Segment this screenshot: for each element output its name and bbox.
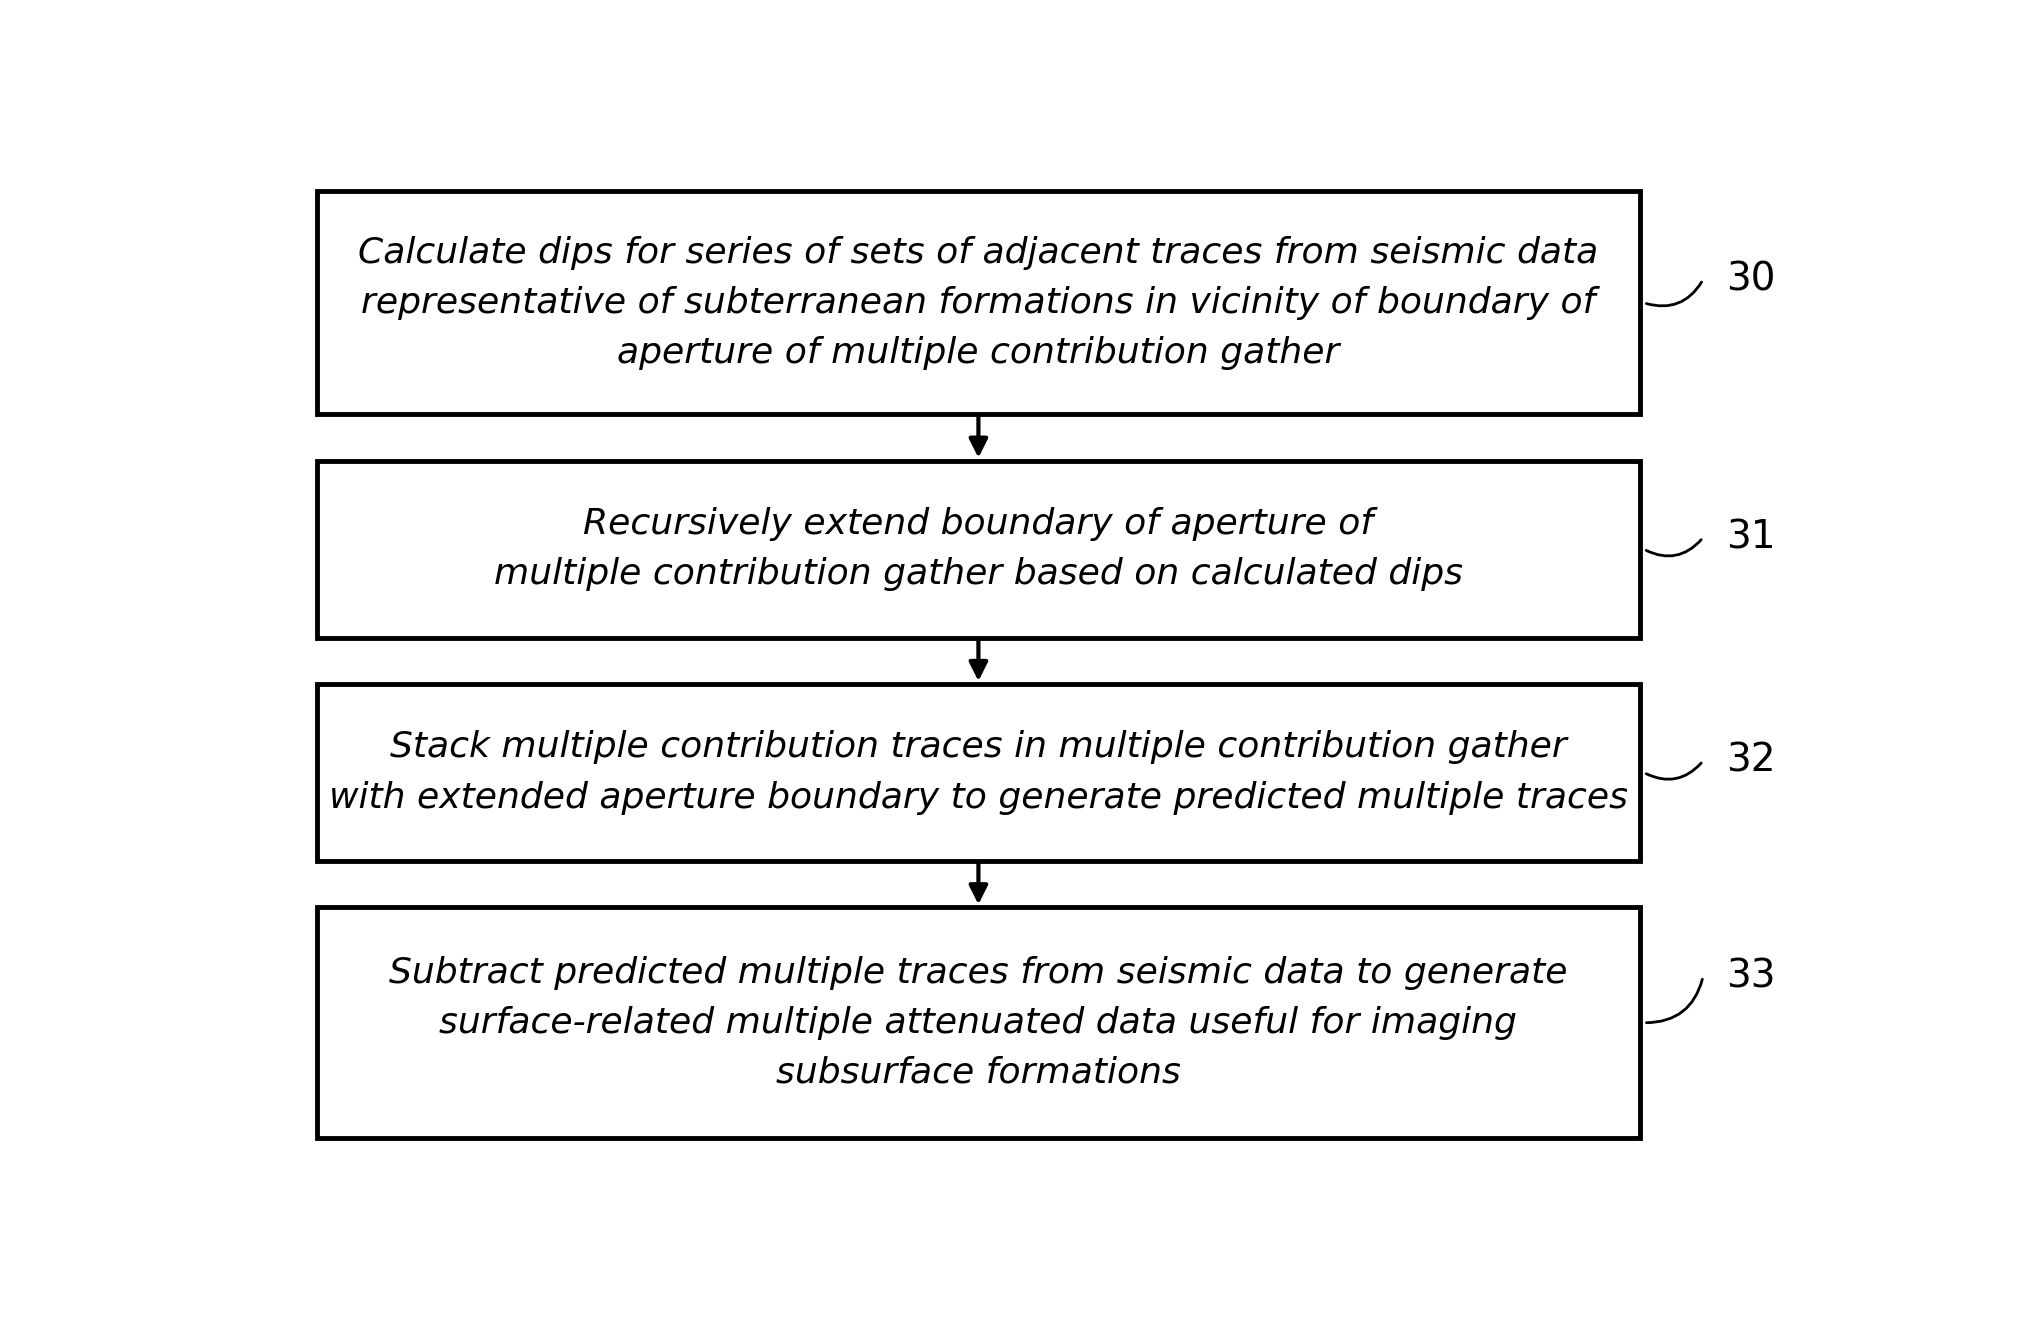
Text: 33: 33 — [1727, 958, 1776, 995]
Text: 30: 30 — [1727, 261, 1776, 299]
Bar — [317, 684, 1640, 860]
Text: Calculate dips for series of sets of adjacent traces from seismic data
represent: Calculate dips for series of sets of adj… — [358, 235, 1599, 370]
Text: Recursively extend boundary of aperture of
multiple contribution gather based on: Recursively extend boundary of aperture … — [494, 508, 1463, 592]
Bar — [317, 461, 1640, 637]
Bar — [317, 191, 1640, 414]
Bar — [317, 907, 1640, 1138]
Text: Subtract predicted multiple traces from seismic data to generate
surface-related: Subtract predicted multiple traces from … — [390, 955, 1567, 1090]
Text: 31: 31 — [1727, 518, 1776, 557]
Text: 32: 32 — [1727, 741, 1776, 780]
Text: Stack multiple contribution traces in multiple contribution gather
with extended: Stack multiple contribution traces in mu… — [329, 731, 1628, 815]
